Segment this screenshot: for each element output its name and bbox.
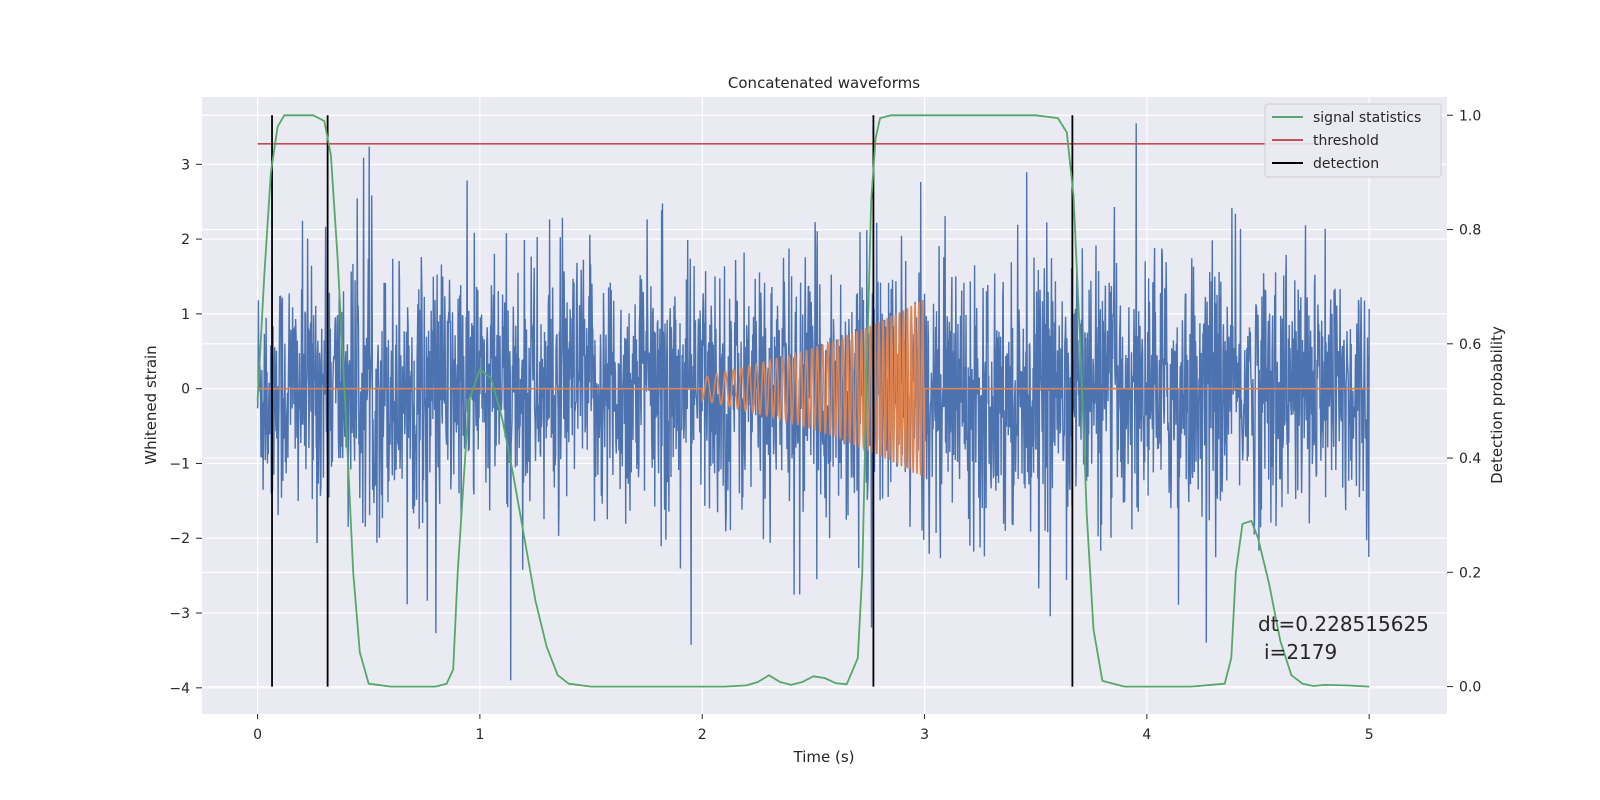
y-tick-label: −2 [169,531,190,547]
annotation-dt: dt=0.228515625 [1258,612,1429,636]
y2-tick-label: 0.0 [1459,680,1481,696]
x-tick-label: 2 [698,727,707,743]
y-axis-label: Whitened strain [142,345,160,464]
legend-box [1264,103,1442,178]
y-tick-label: 0 [181,382,190,398]
series-signal-statistics [256,114,1370,688]
ticks: 0 1 2 3 4 5 −4 −3 −2 −1 0 1 2 3 0.0 0.2 0.4 0.6 0.8 1.0 [169,108,1481,743]
annotation: dt=0.228515625 i=2179 [1258,612,1429,664]
y-tick-label: 2 [181,232,190,248]
x-tick-label: 4 [1142,727,1151,743]
legend-label-statistics: signal statistics [1313,110,1421,126]
legend: signal statistics threshold detection [1264,103,1442,178]
chart-title: Concatenated waveforms [728,74,920,92]
legend-label-threshold: threshold [1313,133,1379,149]
y2-tick-label: 0.2 [1459,565,1481,581]
x-axis-label: Time (s) [793,748,855,766]
series-injection [257,300,1370,478]
y-tick-label: 1 [181,307,190,323]
y2-tick-label: 0.4 [1459,451,1481,467]
legend-label-detection: detection [1313,156,1379,172]
y2-tick-label: 1.0 [1459,108,1481,124]
series-layer [256,114,1370,688]
x-tick-label: 1 [475,727,484,743]
y2-axis-label: Detection probability [1488,326,1506,484]
x-tick-label: 5 [1365,727,1374,743]
annotation-i: i=2179 [1264,640,1337,664]
y-tick-label: −3 [169,606,190,622]
x-tick-label: 0 [253,727,262,743]
y-tick-label: −4 [169,681,190,697]
y-tick-label: −1 [169,456,190,472]
y2-tick-label: 0.6 [1459,337,1481,353]
y2-tick-label: 0.8 [1459,223,1481,239]
y-tick-label: 3 [181,157,190,173]
x-tick-label: 3 [920,727,929,743]
